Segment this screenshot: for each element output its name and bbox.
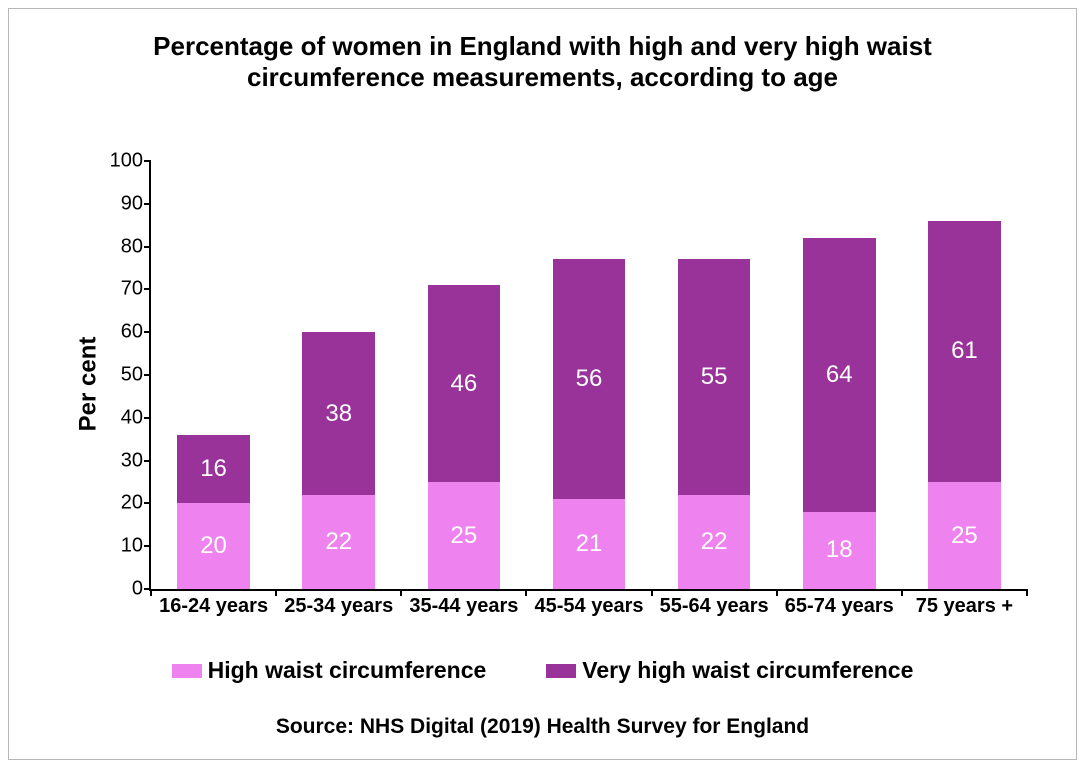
bar-segment: 16	[177, 435, 250, 503]
bar-segment: 55	[678, 259, 751, 494]
legend-swatch	[546, 664, 576, 678]
y-tick-mark	[144, 374, 151, 376]
y-tick-mark	[144, 288, 151, 290]
chart-title: Percentage of women in England with high…	[9, 31, 1076, 93]
bar-segment: 22	[678, 495, 751, 589]
x-category-label: 35-44 years	[401, 595, 526, 618]
legend-label: High waist circumference	[208, 657, 487, 684]
plot-wrap: 0102030405060708090100201616-24 years223…	[97, 161, 1027, 621]
bar-segment: 46	[428, 285, 501, 482]
y-tick-label: 80	[121, 235, 143, 258]
y-tick-label: 90	[121, 192, 143, 215]
y-tick-mark	[144, 545, 151, 547]
bar-segment: 56	[553, 259, 626, 499]
chart-frame: Percentage of women in England with high…	[8, 8, 1077, 760]
y-tick-label: 0	[132, 578, 143, 601]
bar-segment: 38	[302, 332, 375, 495]
y-tick-label: 10	[121, 535, 143, 558]
x-category-label: 16-24 years	[151, 595, 276, 618]
bar-segment: 61	[928, 221, 1001, 482]
source-text: Source: NHS Digital (2019) Health Survey…	[9, 715, 1076, 739]
y-tick-label: 100	[110, 150, 143, 173]
bar-segment: 18	[803, 512, 876, 589]
bar-segment: 64	[803, 238, 876, 512]
y-tick-mark	[144, 246, 151, 248]
x-category-label: 55-64 years	[652, 595, 777, 618]
legend-label: Very high waist circumference	[582, 657, 913, 684]
bar-segment: 22	[302, 495, 375, 589]
bar-segment: 20	[177, 503, 250, 589]
legend-item: Very high waist circumference	[546, 657, 913, 684]
x-category-label: 45-54 years	[526, 595, 651, 618]
y-tick-mark	[144, 331, 151, 333]
y-tick-mark	[144, 460, 151, 462]
legend: High waist circumference Very high waist …	[9, 657, 1076, 684]
legend-swatch	[172, 664, 202, 678]
y-tick-label: 20	[121, 492, 143, 515]
y-tick-mark	[144, 160, 151, 162]
y-tick-mark	[144, 203, 151, 205]
y-tick-label: 40	[121, 406, 143, 429]
bar-segment: 25	[428, 482, 501, 589]
x-category-label: 65-74 years	[777, 595, 902, 618]
bar-segment: 21	[553, 499, 626, 589]
y-tick-label: 60	[121, 321, 143, 344]
x-category-label: 75 years +	[902, 595, 1027, 618]
legend-item: High waist circumference	[172, 657, 487, 684]
x-category-label: 25-34 years	[276, 595, 401, 618]
y-tick-label: 50	[121, 364, 143, 387]
plot-area: 0102030405060708090100201616-24 years223…	[149, 161, 1027, 591]
y-tick-mark	[144, 502, 151, 504]
y-tick-label: 70	[121, 278, 143, 301]
bar-segment: 25	[928, 482, 1001, 589]
y-tick-label: 30	[121, 449, 143, 472]
y-tick-mark	[144, 417, 151, 419]
